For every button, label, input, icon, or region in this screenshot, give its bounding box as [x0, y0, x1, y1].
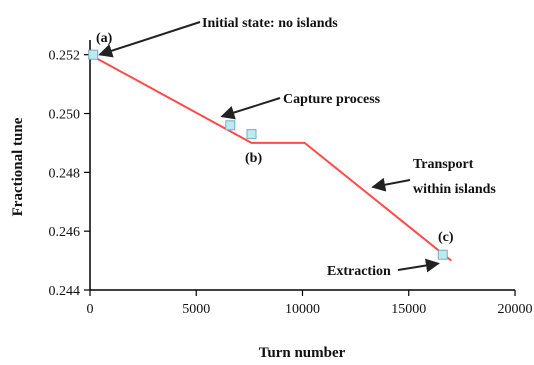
- data-marker: [246, 129, 257, 140]
- data-marker: [88, 49, 99, 60]
- y-ticks: 0.244 0.246 0.248 0.250 0.252: [49, 49, 90, 299]
- point-label-b: (b): [245, 151, 262, 166]
- series-line: [89, 53, 452, 262]
- y-tick-label: 0.250: [49, 108, 81, 123]
- arrow-extraction: [397, 258, 440, 273]
- markers-group: [88, 49, 448, 260]
- y-axis-label: Fractional tune: [10, 117, 26, 216]
- arrow-initial: [98, 21, 201, 58]
- arrow-capture: [220, 97, 281, 120]
- y-tick-label: 0.252: [49, 49, 81, 64]
- y-tick-label: 0.248: [49, 166, 81, 181]
- point-label-c: (c): [438, 230, 454, 245]
- x-tick-label: 15000: [391, 302, 426, 317]
- x-tick-label: 0: [87, 302, 94, 317]
- annotation-extraction: Extraction: [327, 264, 391, 279]
- x-tick-label: 5000: [182, 302, 210, 317]
- data-marker: [225, 120, 236, 131]
- annotation-arrows: [98, 21, 440, 273]
- x-axis-label: Turn number: [259, 345, 346, 361]
- annotation-within-islands: within islands: [413, 182, 496, 197]
- x-ticks: 0 5000 10000 15000 20000: [87, 290, 533, 317]
- y-tick-label: 0.246: [49, 225, 81, 240]
- annotation-initial-state: Initial state: no islands: [202, 16, 338, 31]
- data-marker: [437, 249, 448, 260]
- x-tick-label: 20000: [498, 302, 533, 317]
- x-tick-label: 10000: [285, 302, 320, 317]
- annotation-capture-process: Capture process: [283, 92, 381, 107]
- y-tick-label: 0.244: [49, 284, 81, 299]
- arrow-transport: [371, 177, 411, 192]
- series-group: [89, 53, 452, 262]
- point-label-a: (a): [96, 31, 113, 46]
- annotation-transport: Transport: [413, 157, 474, 172]
